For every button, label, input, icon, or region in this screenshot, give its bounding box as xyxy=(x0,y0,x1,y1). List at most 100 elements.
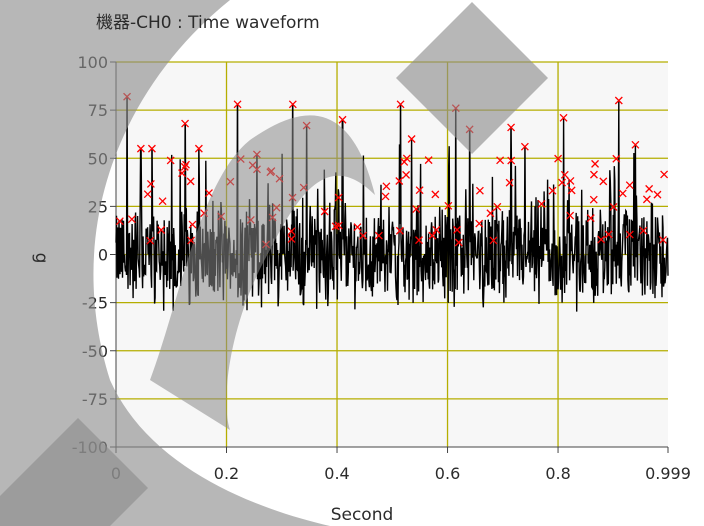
diamond-overlay-bottom-left xyxy=(0,418,148,526)
diamond-overlay-top xyxy=(396,2,548,154)
peak-marker xyxy=(320,207,329,216)
peak-marker xyxy=(233,100,242,109)
peak-marker xyxy=(586,214,595,223)
peak-marker xyxy=(407,135,416,143)
y-tick-label: 0 xyxy=(98,246,108,265)
swoosh-overlay xyxy=(0,0,330,526)
peak-marker xyxy=(566,176,575,185)
x-tick-label: 0.8 xyxy=(545,464,570,483)
peak-marker xyxy=(415,236,423,245)
peak-marker xyxy=(424,156,433,165)
peak-marker xyxy=(453,225,462,234)
peak-marker xyxy=(642,195,651,204)
peak-marker xyxy=(402,170,411,179)
peak-marker xyxy=(147,144,156,153)
peak-marker xyxy=(136,144,145,153)
peak-marker xyxy=(589,195,598,204)
peak-marker xyxy=(496,156,505,165)
peak-marker xyxy=(374,231,383,240)
peak-marker xyxy=(158,197,167,206)
peak-marker xyxy=(645,184,654,193)
peak-marker xyxy=(558,178,567,187)
peak-marker xyxy=(591,159,600,168)
peak-marker xyxy=(612,154,621,163)
peak-marker xyxy=(400,157,409,166)
peak-marker xyxy=(566,211,575,220)
peak-marker xyxy=(599,177,608,186)
peak-marker xyxy=(554,154,563,163)
chart-title: 機器-CH0 : Time waveform xyxy=(96,13,320,33)
peak-marker xyxy=(143,190,152,199)
peak-marker xyxy=(486,209,495,218)
peak-marker xyxy=(331,222,340,231)
x-tick-label: 0.2 xyxy=(214,464,239,483)
peak-marker xyxy=(412,205,421,214)
peak-marker xyxy=(609,202,618,211)
peak-marker xyxy=(625,181,634,190)
peak-marker xyxy=(444,201,453,210)
peak-marker xyxy=(653,190,662,199)
y-axis-title: g xyxy=(31,253,51,264)
peak-marker xyxy=(493,202,502,211)
peak-marker xyxy=(381,192,390,201)
peak-marker xyxy=(475,186,484,195)
peak-marker xyxy=(618,189,627,198)
swoosh-inner-overlay xyxy=(150,115,375,430)
peak-marker xyxy=(359,231,368,240)
peak-marker xyxy=(402,154,411,163)
peak-marker xyxy=(334,193,343,202)
peak-marker xyxy=(639,226,648,235)
watermark-overlay xyxy=(0,0,548,526)
peak-marker xyxy=(146,179,155,188)
peak-marker xyxy=(287,227,296,236)
peak-marker xyxy=(505,178,514,187)
peak-marker xyxy=(194,144,203,153)
peak-marker xyxy=(597,235,606,244)
peak-marker xyxy=(395,226,404,235)
peak-marker xyxy=(395,177,404,185)
x-tick-label: 0.999 xyxy=(645,464,691,483)
peak-marker xyxy=(415,186,424,195)
peak-marker xyxy=(382,182,391,191)
peak-marker xyxy=(614,96,623,105)
peak-marker xyxy=(559,113,568,122)
peak-marker xyxy=(180,162,189,171)
peak-marker xyxy=(127,215,136,224)
peak-marker xyxy=(537,199,546,208)
peak-marker xyxy=(507,156,516,165)
peak-marker xyxy=(659,235,667,244)
peak-marker xyxy=(520,142,529,151)
peak-marker xyxy=(166,156,175,165)
peak-marker xyxy=(157,226,166,234)
peak-marker xyxy=(205,189,213,197)
peak-marker xyxy=(631,140,640,149)
peak-marker xyxy=(186,177,195,186)
peak-marker xyxy=(475,219,484,228)
peak-marker xyxy=(178,169,186,178)
peak-marker xyxy=(548,186,557,195)
peak-marker xyxy=(589,170,598,179)
x-axis-title: Second xyxy=(331,505,394,525)
peak-marker xyxy=(353,223,362,232)
x-tick-label: 0.4 xyxy=(324,464,349,483)
peak-marker xyxy=(660,170,669,179)
x-tick-label: 0.6 xyxy=(435,464,460,483)
peak-marker xyxy=(115,217,124,226)
peak-marker xyxy=(625,230,634,239)
peak-marker xyxy=(431,190,440,199)
peak-marker xyxy=(288,100,297,109)
peak-marker xyxy=(428,231,437,240)
peak-marker xyxy=(567,186,576,195)
peak-marker xyxy=(182,160,190,169)
peak-marker xyxy=(604,230,613,239)
peak-marker xyxy=(489,236,498,245)
peak-marker xyxy=(188,220,197,229)
peak-marker xyxy=(454,238,463,247)
peak-marker xyxy=(181,119,190,128)
peak-marker xyxy=(146,236,155,245)
peak-marker xyxy=(396,100,405,109)
peak-marker xyxy=(287,235,296,243)
peak-marker xyxy=(338,115,347,124)
